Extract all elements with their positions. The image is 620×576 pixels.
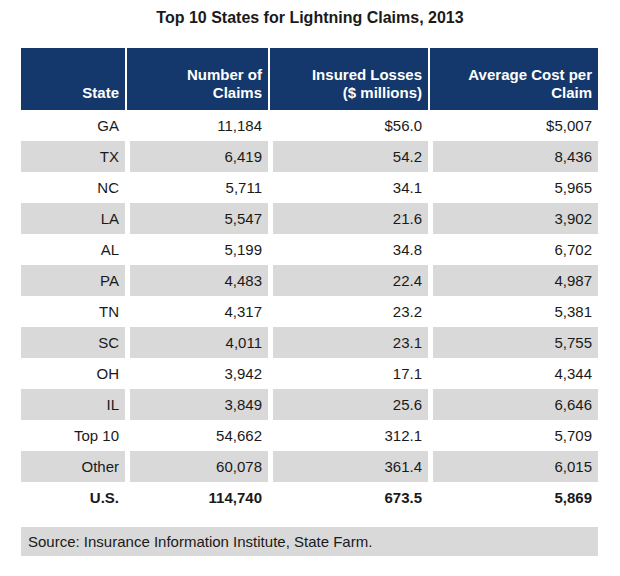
source-note: Source: Insurance Information Institute,… xyxy=(21,527,598,556)
claims-cell: 5,199 xyxy=(125,234,268,265)
avg-cost-cell: 6,015 xyxy=(428,451,598,482)
table-row: TN4,31723.25,381 xyxy=(21,296,598,327)
table-row: Top 1054,662312.15,709 xyxy=(21,420,598,451)
page: Top 10 States for Lightning Claims, 2013… xyxy=(0,0,620,576)
avg-cost-cell: 4,987 xyxy=(428,265,598,296)
table-row: SC4,01123.15,755 xyxy=(21,327,598,358)
losses-cell: 312.1 xyxy=(268,420,428,451)
claims-cell: 60,078 xyxy=(125,451,268,482)
table-row: AL5,19934.86,702 xyxy=(21,234,598,265)
avg-cost-cell: 6,702 xyxy=(428,234,598,265)
table-row: NC5,71134.15,965 xyxy=(21,172,598,203)
claims-cell: 6,419 xyxy=(125,141,268,172)
claims-cell: 114,740 xyxy=(125,482,268,513)
claims-cell: 4,483 xyxy=(125,265,268,296)
state-cell: U.S. xyxy=(21,482,125,513)
claims-cell: 3,849 xyxy=(125,389,268,420)
losses-cell: $56.0 xyxy=(268,110,428,141)
avg-cost-cell: 3,902 xyxy=(428,203,598,234)
state-cell: SC xyxy=(21,327,125,358)
state-cell: OH xyxy=(21,358,125,389)
lightning-claims-table: State Number of Claims Insured Losses ($… xyxy=(21,48,598,513)
avg-cost-cell: 6,646 xyxy=(428,389,598,420)
column-header-state: State xyxy=(21,48,125,110)
losses-cell: 54.2 xyxy=(268,141,428,172)
table-row: TX6,41954.28,436 xyxy=(21,141,598,172)
losses-cell: 23.1 xyxy=(268,327,428,358)
table-row: IL3,84925.66,646 xyxy=(21,389,598,420)
losses-cell: 361.4 xyxy=(268,451,428,482)
table-row: Other60,078361.46,015 xyxy=(21,451,598,482)
state-cell: TN xyxy=(21,296,125,327)
table-row: OH3,94217.14,344 xyxy=(21,358,598,389)
losses-cell: 17.1 xyxy=(268,358,428,389)
table-row: U.S.114,740673.55,869 xyxy=(21,482,598,513)
state-cell: GA xyxy=(21,110,125,141)
losses-cell: 22.4 xyxy=(268,265,428,296)
losses-cell: 23.2 xyxy=(268,296,428,327)
losses-cell: 34.1 xyxy=(268,172,428,203)
column-header-average-cost: Average Cost per Claim xyxy=(428,48,598,110)
table-body: GA11,184$56.0$5,007TX6,41954.28,436NC5,7… xyxy=(21,110,598,513)
claims-cell: 4,317 xyxy=(125,296,268,327)
losses-cell: 673.5 xyxy=(268,482,428,513)
losses-cell: 25.6 xyxy=(268,389,428,420)
losses-cell: 21.6 xyxy=(268,203,428,234)
claims-cell: 3,942 xyxy=(125,358,268,389)
avg-cost-cell: 5,869 xyxy=(428,482,598,513)
claims-cell: 11,184 xyxy=(125,110,268,141)
state-cell: AL xyxy=(21,234,125,265)
column-header-insured-losses: Insured Losses ($ millions) xyxy=(268,48,428,110)
table-row: PA4,48322.44,987 xyxy=(21,265,598,296)
chart-title: Top 10 States for Lightning Claims, 2013 xyxy=(0,9,620,27)
losses-cell: 34.8 xyxy=(268,234,428,265)
avg-cost-cell: 5,381 xyxy=(428,296,598,327)
claims-cell: 5,711 xyxy=(125,172,268,203)
avg-cost-cell: 5,965 xyxy=(428,172,598,203)
state-cell: NC xyxy=(21,172,125,203)
avg-cost-cell: 5,755 xyxy=(428,327,598,358)
avg-cost-cell: 5,709 xyxy=(428,420,598,451)
avg-cost-cell: 8,436 xyxy=(428,141,598,172)
state-cell: IL xyxy=(21,389,125,420)
table-row: LA5,54721.63,902 xyxy=(21,203,598,234)
avg-cost-cell: $5,007 xyxy=(428,110,598,141)
claims-cell: 4,011 xyxy=(125,327,268,358)
state-cell: Top 10 xyxy=(21,420,125,451)
claims-cell: 5,547 xyxy=(125,203,268,234)
avg-cost-cell: 4,344 xyxy=(428,358,598,389)
state-cell: PA xyxy=(21,265,125,296)
state-cell: Other xyxy=(21,451,125,482)
claims-cell: 54,662 xyxy=(125,420,268,451)
state-cell: TX xyxy=(21,141,125,172)
table-row: GA11,184$56.0$5,007 xyxy=(21,110,598,141)
header-row: State Number of Claims Insured Losses ($… xyxy=(21,48,598,110)
column-header-number-of-claims: Number of Claims xyxy=(125,48,268,110)
state-cell: LA xyxy=(21,203,125,234)
